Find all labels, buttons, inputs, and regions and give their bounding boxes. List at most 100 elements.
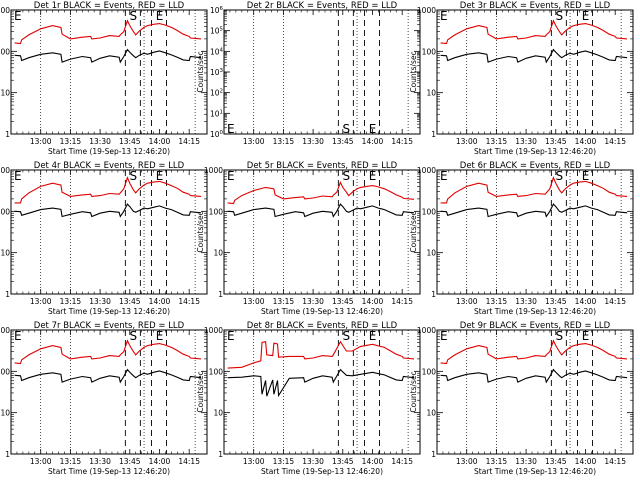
- marker-s-label: S: [556, 9, 564, 23]
- x-tick-label: 14:00: [149, 137, 171, 146]
- x-tick-label: 13:30: [302, 457, 324, 466]
- x-tick-label: 13:00: [30, 457, 52, 466]
- y-tick-label: 1: [431, 450, 436, 459]
- x-axis-label: Start Time (19-Sep-13 12:46:20): [474, 467, 596, 476]
- x-tick-label: 13:45: [332, 137, 354, 146]
- y-tick-label: 1: [431, 290, 436, 299]
- y-tick-label: 1000: [0, 6, 10, 15]
- y-tick-label: 102: [210, 89, 223, 98]
- x-tick-label: 13:45: [119, 457, 141, 466]
- chart-panel-8: Det 8r BLACK = Events, RED = LLD 1 10 100 10…: [196, 321, 421, 476]
- chart-panel-6: Det 6r BLACK = Events, RED = LLD 1 10 100 10…: [409, 161, 634, 316]
- y-tick-label: 10: [213, 409, 223, 418]
- x-tick-label: 13:15: [486, 457, 508, 466]
- x-tick-label: 14:00: [149, 457, 171, 466]
- x-tick-label: 13:15: [486, 297, 508, 306]
- chart-panel-1: Det 1r BLACK = Events, RED = LLD 1 10 100 10…: [0, 1, 208, 156]
- series-lld-line: [14, 339, 202, 365]
- y-tick-label: 10: [0, 409, 10, 418]
- series-lld-line: [14, 176, 202, 204]
- series-lld-line: [440, 176, 628, 204]
- y-tick-label: 100: [209, 367, 224, 376]
- x-axis-label: Start Time (19-Sep-13 12:46:20): [48, 307, 170, 316]
- series-events-line: [440, 368, 628, 384]
- y-tick-label: 1: [5, 130, 10, 139]
- plot-frame: [436, 329, 634, 455]
- y-tick-label: 106: [210, 6, 224, 15]
- series-lld-line: [440, 19, 628, 45]
- x-axis-label: Start Time (19-Sep-13 12:46:20): [474, 147, 596, 156]
- x-tick-label: 14:00: [362, 297, 384, 306]
- plot-frame: [223, 169, 421, 295]
- plot-frame: [10, 9, 208, 135]
- series-lld-line: [440, 339, 628, 365]
- x-tick-label: 14:15: [178, 457, 200, 466]
- y-axis-label: Counts/sec: [196, 371, 205, 412]
- series-events-line: [227, 368, 415, 398]
- x-tick-label: 14:15: [178, 297, 200, 306]
- x-tick-label: 13:00: [456, 137, 478, 146]
- y-tick-label: 100: [422, 47, 437, 56]
- plot-frame: [223, 329, 421, 455]
- x-tick-label: 13:45: [545, 457, 567, 466]
- marker-e-label: E: [369, 122, 377, 136]
- marker-s-label: S: [343, 169, 351, 183]
- x-tick-label: 13:15: [273, 297, 295, 306]
- y-tick-label: 100: [422, 207, 437, 216]
- chart-title: Det 9r BLACK = Events, RED = LLD: [460, 321, 611, 331]
- marker-e-label: E: [440, 169, 448, 183]
- series-events-line: [14, 203, 202, 218]
- chart-title: Det 7r BLACK = Events, RED = LLD: [34, 321, 185, 331]
- y-tick-label: 10: [426, 89, 436, 98]
- y-tick-label: 10: [0, 89, 10, 98]
- y-tick-label: 100: [209, 207, 224, 216]
- y-tick-label: 10: [0, 249, 10, 258]
- x-tick-label: 13:30: [515, 457, 537, 466]
- chart-panel-9: Det 9r BLACK = Events, RED = LLD 1 10 100 10…: [409, 321, 634, 476]
- marker-e-label: E: [440, 9, 448, 23]
- x-tick-label: 14:00: [149, 297, 171, 306]
- y-axis-label: Counts/sec: [409, 211, 418, 252]
- y-tick-label: 100: [422, 367, 437, 376]
- series-events-line: [440, 48, 628, 64]
- x-tick-label: 13:30: [302, 137, 324, 146]
- x-axis-label: Start Time (19-Sep-13 12:46:20): [474, 307, 596, 316]
- x-tick-label: 13:30: [89, 457, 111, 466]
- y-tick-label: 1: [5, 450, 10, 459]
- chart-title: Det 4r BLACK = Events, RED = LLD: [34, 161, 185, 171]
- marker-s-label: S: [343, 122, 351, 136]
- chart-title: Det 6r BLACK = Events, RED = LLD: [460, 161, 611, 171]
- x-tick-label: 13:45: [545, 297, 567, 306]
- marker-e-label: E: [156, 9, 164, 23]
- y-tick-label: 10: [426, 409, 436, 418]
- x-tick-label: 13:00: [243, 137, 265, 146]
- x-axis-label: Start Time (19-Sep-13 12:46:20): [261, 307, 383, 316]
- marker-e-label: E: [369, 329, 377, 343]
- y-tick-label: 1000: [417, 326, 436, 335]
- y-tick-label: 1000: [0, 326, 10, 335]
- marker-s-label: S: [556, 329, 564, 343]
- x-tick-label: 14:00: [362, 137, 384, 146]
- chart-panel-4: Det 4r BLACK = Events, RED = LLD 1 10 100 10…: [0, 161, 208, 316]
- series-events-line: [14, 48, 202, 64]
- y-tick-label: 10: [213, 249, 223, 258]
- y-tick-label: 1: [218, 290, 223, 299]
- x-tick-label: 14:15: [391, 457, 413, 466]
- x-tick-label: 13:30: [89, 137, 111, 146]
- series-events-line: [14, 368, 202, 384]
- x-tick-label: 13:00: [456, 297, 478, 306]
- chart-title: Det 1r BLACK = Events, RED = LLD: [34, 1, 185, 11]
- x-tick-label: 14:15: [391, 137, 413, 146]
- marker-e-label: E: [582, 169, 590, 183]
- marker-e-label: E: [227, 169, 235, 183]
- x-tick-label: 13:30: [515, 137, 537, 146]
- y-tick-label: 100: [0, 367, 10, 376]
- chart-title: Det 8r BLACK = Events, RED = LLD: [247, 321, 398, 331]
- series-events-line: [227, 203, 415, 218]
- y-tick-label: 1: [218, 450, 223, 459]
- marker-s-label: S: [130, 169, 138, 183]
- chart-title: Det 2r BLACK = Events, RED = LLD: [247, 1, 398, 11]
- y-axis-label: Counts/sec: [409, 371, 418, 412]
- x-tick-label: 13:00: [456, 457, 478, 466]
